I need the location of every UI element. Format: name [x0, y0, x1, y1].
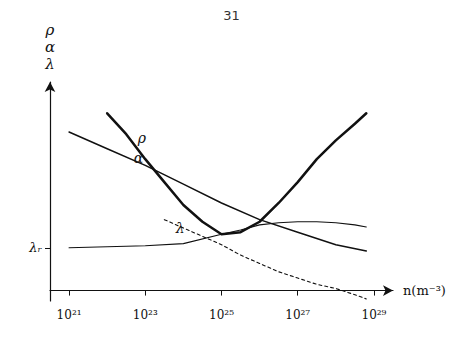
- svg-text:λᵣ: λᵣ: [28, 240, 42, 255]
- svg-text:α: α: [45, 38, 55, 56]
- svg-text:λ: λ: [175, 220, 185, 236]
- svg-text:n(m⁻³): n(m⁻³): [403, 283, 446, 298]
- svg-text:10²⁷: 10²⁷: [285, 308, 310, 322]
- svg-text:ρ: ρ: [45, 21, 55, 39]
- svg-text:31: 31: [223, 8, 240, 23]
- svg-text:10²⁵: 10²⁵: [209, 308, 234, 322]
- svg-text:10²¹: 10²¹: [57, 308, 82, 322]
- svg-text:10²³: 10²³: [133, 308, 158, 322]
- svg-text:ρ: ρ: [137, 130, 147, 146]
- svg-text:λ: λ: [44, 55, 55, 73]
- svg-text:α: α: [134, 150, 144, 166]
- svg-text:10²⁹: 10²⁹: [361, 308, 386, 322]
